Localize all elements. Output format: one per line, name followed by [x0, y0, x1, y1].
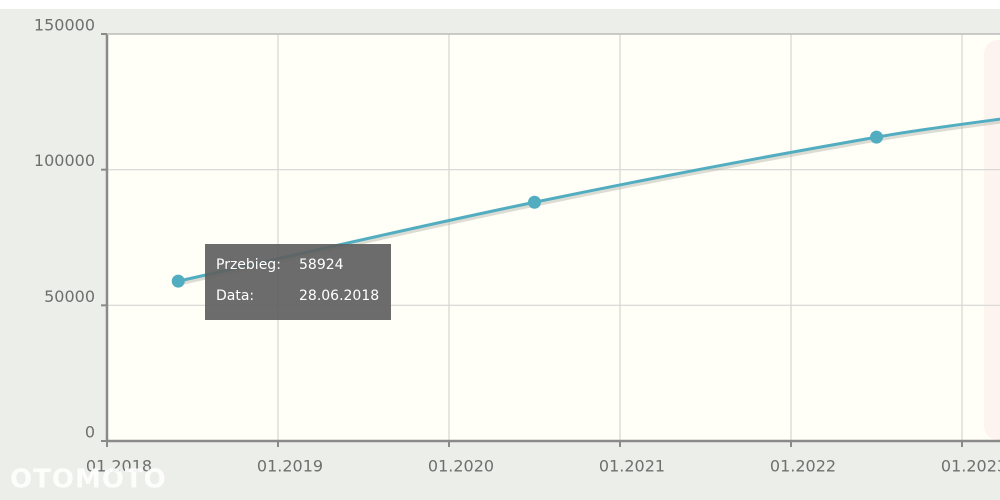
tooltip-label: Przebieg: [216, 257, 281, 273]
plot-area [107, 34, 1000, 441]
side-panel [984, 40, 1000, 440]
x-tick-label: 01.2021 [599, 457, 665, 476]
x-tick-label: 01.2023 [941, 457, 1000, 476]
x-tick-label: 01.2019 [257, 457, 323, 476]
watermark: OTOMOTO [10, 465, 167, 495]
tooltip-date: 28.06.2018 [299, 288, 379, 304]
point [528, 195, 541, 209]
x-tick-label: 01.2018 [86, 457, 152, 476]
grid: 0 50000 100000 150000 01.2018 01.2019 01.2020 0… [34, 16, 1000, 476]
tooltip: Przebieg: 58924 Data: 28.06.2018 [205, 244, 391, 320]
y-tick-label: 100000 [34, 151, 95, 170]
tooltip-value: 58924 [299, 257, 344, 273]
point [171, 274, 185, 288]
y-tick-label: 50000 [44, 287, 95, 306]
y-tick-label: 150000 [34, 16, 95, 35]
x-tick-label: 01.2022 [770, 457, 836, 476]
point [870, 130, 883, 144]
tooltip-box [205, 244, 391, 320]
y-tick-label: 0 [85, 423, 95, 442]
tooltip-date-label: Data: [216, 288, 254, 304]
top-strip [0, 0, 1000, 9]
x-tick-label: 01.2020 [428, 457, 494, 476]
